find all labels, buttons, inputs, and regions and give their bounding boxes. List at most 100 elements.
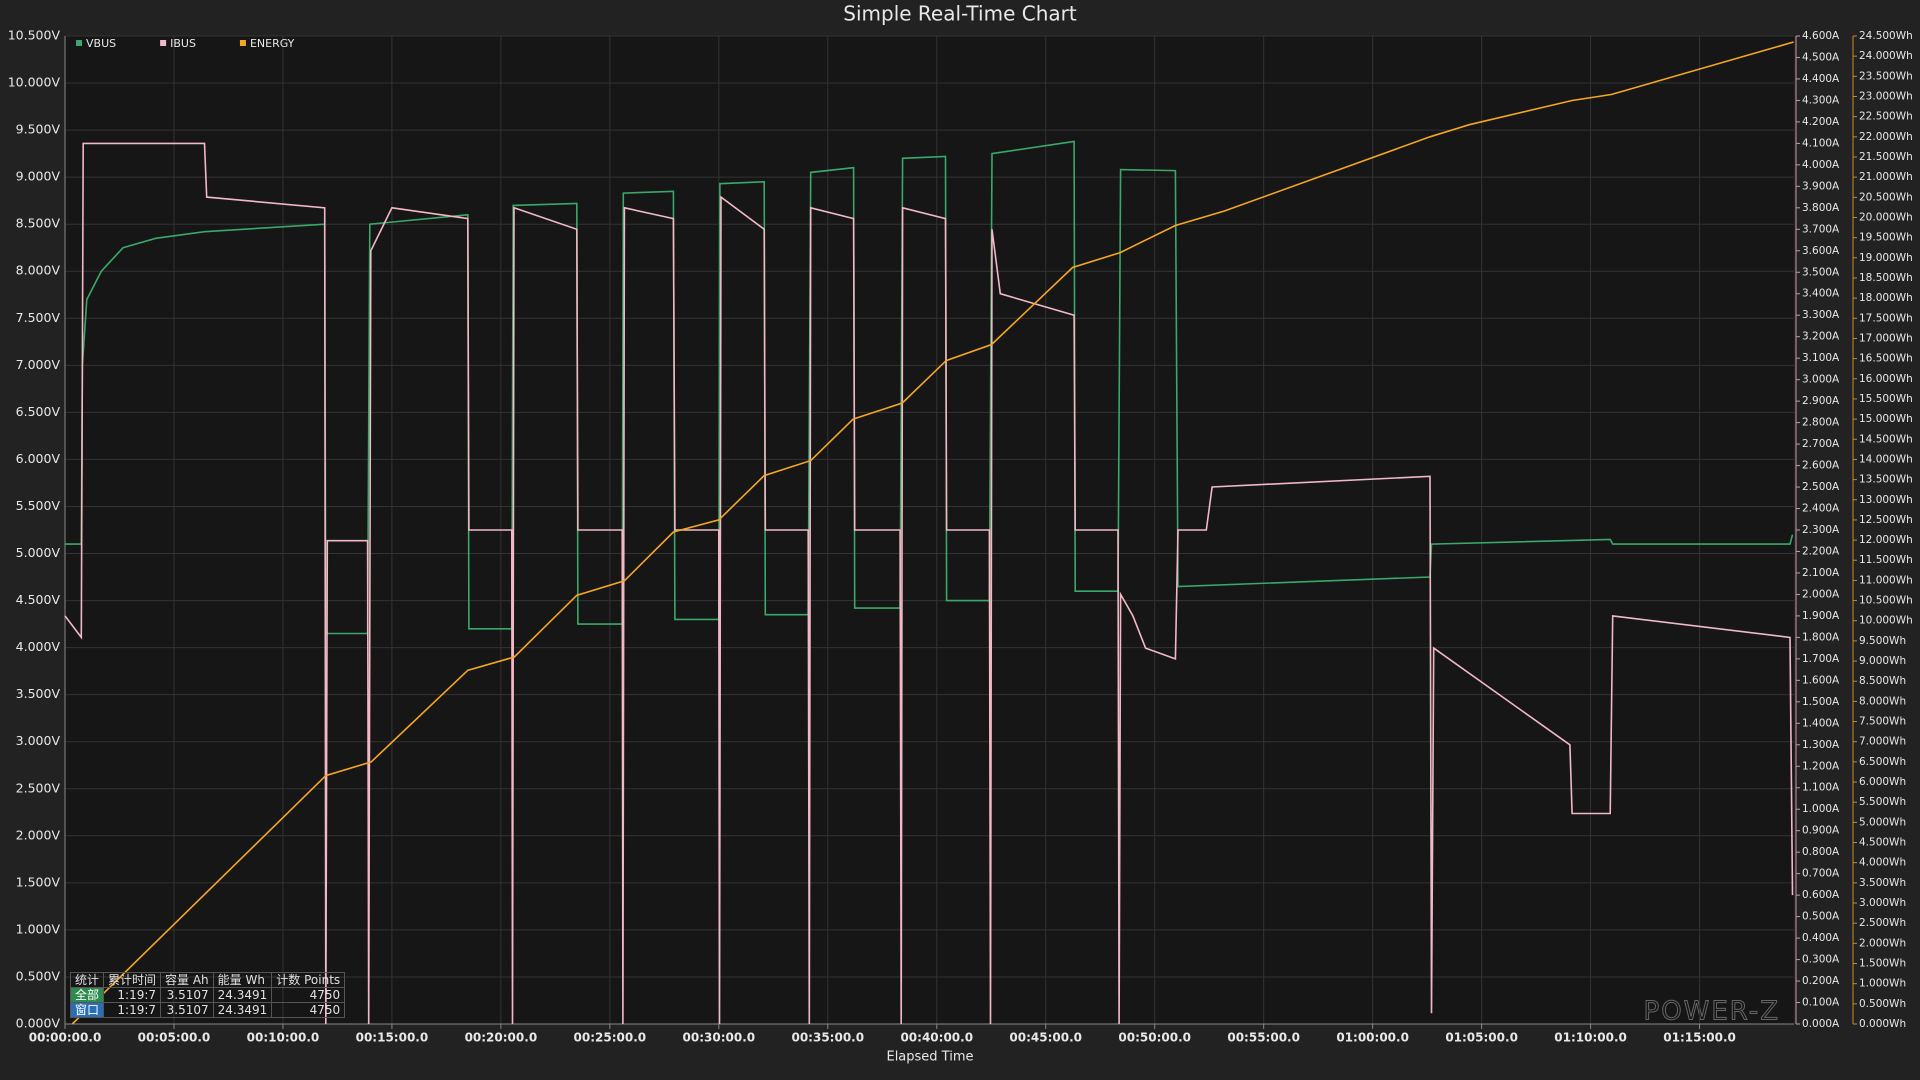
y-tick-label: 7.500V: [16, 310, 61, 325]
y3ticks-tick-label: 21.500Wh: [1859, 151, 1913, 163]
y2ticks-tick-label: 4.000A: [1802, 159, 1840, 171]
series-line: [64, 142, 1794, 1025]
legend-swatch: [76, 40, 82, 46]
y-tick-label: 10.500V: [8, 28, 61, 43]
y-tick-label: 5.000V: [16, 545, 61, 560]
y2ticks-tick-label: 2.000A: [1802, 588, 1840, 600]
y3ticks-tick-label: 23.000Wh: [1859, 90, 1913, 102]
x-tick-label: 00:45:00.0: [1009, 1031, 1082, 1045]
table-cell: 24.3491: [212, 987, 273, 1003]
y3ticks-tick-label: 10.000Wh: [1859, 615, 1913, 627]
table-cell: 1:19:7: [103, 987, 162, 1003]
y2ticks-tick-label: 2.100A: [1802, 567, 1840, 579]
x-tick-label: 00:40:00.0: [900, 1031, 973, 1045]
table-cell: 3.5107: [160, 987, 214, 1003]
x-tick-label: 00:10:00.0: [247, 1031, 320, 1045]
y3ticks-tick-label: 23.500Wh: [1859, 70, 1913, 82]
y3ticks-tick-label: 7.000Wh: [1859, 736, 1906, 748]
x-tick-label: 00:15:00.0: [356, 1031, 429, 1045]
table-row: 窗口 1:19:7 3.5107 24.3491 4750: [69, 1002, 346, 1018]
x-tick-label: 01:00:00.0: [1336, 1031, 1409, 1045]
y3ticks-tick-label: 17.500Wh: [1859, 312, 1913, 324]
y2ticks-tick-label: 3.500A: [1802, 266, 1840, 278]
y2ticks-tick-label: 1.400A: [1802, 717, 1840, 729]
y2ticks-tick-label: 1.000A: [1802, 803, 1840, 815]
y3ticks-tick-label: 15.500Wh: [1859, 393, 1913, 405]
y2ticks-tick-label: 3.300A: [1802, 309, 1840, 321]
table-cell: 能量 Wh: [212, 972, 273, 988]
y3ticks-tick-label: 3.500Wh: [1859, 877, 1906, 889]
y2ticks-tick-label: 2.900A: [1802, 395, 1840, 407]
y2ticks-tick-label: 4.100A: [1802, 137, 1840, 149]
y2ticks-tick-label: 2.500A: [1802, 481, 1840, 493]
y3ticks-tick-label: 6.500Wh: [1859, 756, 1906, 768]
y3ticks-tick-label: 19.000Wh: [1859, 252, 1913, 264]
legend-label: VBUS: [86, 37, 116, 50]
chart-title: Simple Real-Time Chart: [843, 2, 1077, 26]
y2ticks-tick-label: 0.200A: [1802, 975, 1840, 987]
y3ticks-tick-label: 5.000Wh: [1859, 816, 1906, 828]
table-cell: 计数 Points: [271, 972, 346, 988]
table-cell: 4750: [271, 1002, 346, 1018]
y3ticks-tick-label: 4.000Wh: [1859, 857, 1906, 869]
x-tick-label: 00:30:00.0: [683, 1031, 756, 1045]
plot-area: [65, 36, 1794, 1024]
y-tick-label: 0.000V: [16, 1016, 61, 1031]
y2ticks-tick-label: 3.400A: [1802, 288, 1840, 300]
y2ticks-tick-label: 1.200A: [1802, 760, 1840, 772]
y3ticks-tick-label: 8.000Wh: [1859, 695, 1906, 707]
y-tick-label: 8.500V: [16, 216, 61, 231]
y-tick-label: 9.500V: [16, 122, 61, 137]
y3ticks-tick-label: 14.000Wh: [1859, 453, 1913, 465]
y3ticks-tick-label: 12.000Wh: [1859, 534, 1913, 546]
y3ticks-tick-label: 6.000Wh: [1859, 776, 1906, 788]
y3ticks-tick-label: 15.000Wh: [1859, 413, 1913, 425]
y3ticks-tick-label: 1.500Wh: [1859, 958, 1906, 970]
y-tick-label: 1.000V: [16, 921, 61, 936]
x-tick-label: 00:00:00.0: [29, 1031, 102, 1045]
y3ticks-tick-label: 9.500Wh: [1859, 635, 1906, 647]
y3ticks-tick-label: 17.000Wh: [1859, 332, 1913, 344]
y3ticks-tick-label: 16.000Wh: [1859, 373, 1913, 385]
legend-swatch: [239, 40, 246, 46]
y2ticks-tick-label: 3.000A: [1802, 374, 1840, 386]
y3ticks-tick-label: 13.000Wh: [1859, 494, 1913, 506]
y2ticks-tick-label: 3.600A: [1802, 245, 1840, 257]
y3ticks-tick-label: 12.500Wh: [1859, 514, 1913, 526]
y3ticks-tick-label: 19.500Wh: [1859, 232, 1913, 244]
y-tick-label: 2.000V: [16, 827, 61, 842]
legend-swatch: [160, 40, 167, 46]
table-row: 统计 累计时间 容量 Ah 能量 Wh 计数 Points: [69, 972, 346, 988]
y3ticks-tick-label: 3.000Wh: [1859, 897, 1906, 909]
y2ticks-tick-label: 2.400A: [1802, 503, 1840, 515]
legend-label: IBUS: [170, 37, 196, 50]
y2ticks-tick-label: 1.900A: [1802, 610, 1840, 622]
y2ticks-tick-label: 3.100A: [1802, 352, 1840, 364]
y3ticks-tick-label: 14.500Wh: [1859, 433, 1913, 445]
y2ticks-tick-label: 0.400A: [1802, 932, 1840, 944]
y2ticks-tick-label: 0.600A: [1802, 889, 1840, 901]
y-tick-label: 3.000V: [16, 733, 61, 748]
y3ticks-tick-label: 11.000Wh: [1859, 574, 1913, 586]
y-tick-label: 6.000V: [16, 451, 61, 466]
x-tick-label: 00:50:00.0: [1118, 1031, 1191, 1045]
y3ticks-tick-label: 7.500Wh: [1859, 716, 1906, 728]
y3ticks-tick-label: 0.000Wh: [1859, 1018, 1906, 1030]
y-tick-label: 4.500V: [16, 592, 61, 607]
y2ticks-tick-label: 0.000A: [1802, 1018, 1840, 1030]
y2ticks-tick-label: 2.800A: [1802, 417, 1840, 429]
y2ticks-tick-label: 0.700A: [1802, 868, 1840, 880]
y3ticks-tick-label: 18.000Wh: [1859, 292, 1913, 304]
y2ticks-tick-label: 4.600A: [1802, 30, 1840, 42]
y2ticks-tick-label: 0.500A: [1802, 911, 1840, 923]
y2ticks-tick-label: 4.200A: [1802, 116, 1840, 128]
series-line: [65, 140, 1794, 635]
y3ticks-tick-label: 8.500Wh: [1859, 675, 1906, 687]
y2ticks-tick-label: 0.900A: [1802, 825, 1840, 837]
x-axis-title: Elapsed Time: [886, 1050, 973, 1065]
y-tick-label: 2.500V: [16, 780, 61, 795]
y-tick-label: 3.500V: [16, 686, 61, 701]
y2ticks-tick-label: 1.500A: [1802, 696, 1840, 708]
y3ticks-tick-label: 24.000Wh: [1859, 50, 1913, 62]
